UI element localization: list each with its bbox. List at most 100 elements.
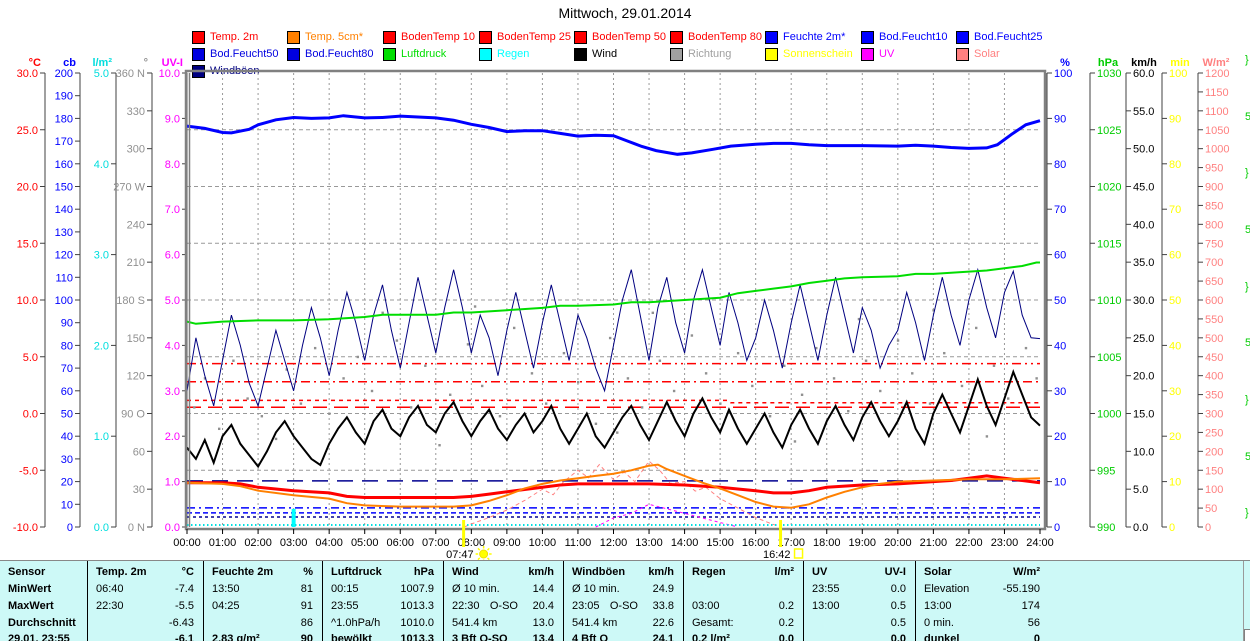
direction-dot [1024, 346, 1028, 350]
legend-label: Solar [974, 48, 1000, 60]
table-cell-mid: O-SO [609, 600, 638, 612]
table-cell-value: 24.1 [652, 633, 674, 641]
clipped-axis-fragment: } [1245, 507, 1249, 519]
table-cell-info: 13:00 [812, 600, 840, 612]
table-cell-value: 20.4 [532, 600, 554, 612]
axis-tick-label-cb: 30 [61, 454, 73, 466]
axis-tick-label-degc: 20.0 [17, 182, 38, 194]
axis-tick-label-deg: 60 [133, 446, 145, 458]
table-cell-value: 1010.0 [400, 617, 434, 629]
legend-color-swatch [765, 47, 778, 61]
legend-item-temp-5cm-: Temp. 5cm* [287, 30, 363, 44]
axis-header-pct: % [1060, 57, 1070, 69]
axis-tick-label-lm2: 1.0 [94, 431, 109, 443]
axis-tick-label-hpa: 1005 [1097, 352, 1121, 364]
table-cell-value: 33.8 [652, 600, 674, 612]
axis-tick-label-degc: 15.0 [17, 238, 38, 250]
axis-tick-label-uvi: 4.0 [165, 340, 180, 352]
direction-dot [768, 415, 772, 418]
table-cell-value: 0.0 [778, 633, 794, 641]
table-cell-mid: O-SO [489, 600, 518, 612]
axis-tick-label-cb: 120 [55, 250, 73, 262]
legend-label: BodenTemp 25 [497, 31, 571, 43]
axis-tick-label-pct: 10 [1054, 477, 1066, 489]
table-cell-value: 0.5 [890, 617, 906, 629]
axis-tick-label-min: 50 [1169, 295, 1181, 307]
sunrise-sun-icon [475, 546, 492, 560]
axis-tick-label-cb: 0 [67, 522, 73, 534]
axis-tick-label-pct: 0 [1054, 522, 1060, 534]
table-cell-value: 0.0 [890, 633, 906, 641]
axis-tick-label-lm2: 2.0 [94, 340, 109, 352]
legend-item-bodentemp-10: BodenTemp 10 [383, 30, 475, 44]
x-axis-label: 00:00 [173, 537, 201, 549]
direction-dot [932, 309, 935, 312]
table-column-unit: % [303, 566, 313, 578]
direction-dot [381, 311, 384, 315]
table-cell-value: 13.0 [532, 617, 554, 629]
table-cell-info: 22:30 [452, 600, 480, 612]
axis-tick-label-degc: 0.0 [23, 409, 38, 421]
direction-dot [651, 311, 654, 315]
axis-tick-label-uvi: 7.0 [165, 204, 180, 216]
table-cell-value: 81 [300, 583, 313, 595]
direction-dot [409, 406, 413, 409]
direction-dot [544, 402, 548, 405]
legend-item-luftdruck: Luftdruck [383, 47, 446, 61]
axis-tick-label-wm2: 900 [1205, 182, 1223, 194]
axis-tick-label-wm2: 150 [1205, 465, 1223, 477]
table-cell-value: 56 [1027, 617, 1040, 629]
table-column-separator [203, 561, 204, 641]
x-axis-label: 22:00 [955, 537, 983, 549]
legend-item-bodentemp-25: BodenTemp 25 [479, 30, 571, 44]
legend-color-swatch [574, 47, 587, 61]
series-temp-2m [187, 474, 1041, 499]
direction-dot [328, 412, 331, 415]
table-cell-value: 91 [300, 600, 313, 612]
axis-tick-label-min: 80 [1169, 159, 1181, 171]
direction-dot [512, 326, 516, 330]
axis-header-deg: ° [144, 57, 148, 69]
direction-dot [928, 402, 932, 405]
axis-tick-label-cb: 200 [55, 68, 73, 80]
table-column-separator [87, 561, 88, 641]
axis-header-wm2: W/m² [1203, 57, 1230, 69]
legend-label: Temp. 5cm* [305, 31, 364, 43]
table-cell-value: 14.4 [532, 583, 554, 595]
direction-dot [992, 364, 996, 367]
direction-dot [736, 351, 740, 355]
axis-tick-label-kmh: 0.0 [1133, 522, 1148, 534]
legend-label: BodenTemp 80 [688, 31, 762, 43]
direction-dot [800, 393, 804, 396]
axis-tick-label-wm2: 500 [1205, 333, 1223, 345]
legend-item-bod-feucht80: Bod.Feucht80 [287, 47, 374, 61]
axis-tick-label-wm2: 1200 [1205, 68, 1229, 80]
legend-item-richtung: Richtung [670, 47, 731, 61]
x-axis-label: 23:00 [991, 537, 1019, 549]
table-cell-value: 1013.3 [400, 600, 434, 612]
table-cell-value: -7.4 [175, 583, 194, 595]
direction-dot [203, 377, 207, 380]
table-column-unit: UV-I [884, 566, 906, 578]
table-column-unit: W/m² [1013, 566, 1040, 578]
sun-ray [477, 557, 481, 560]
axis-tick-label-lm2: 5.0 [94, 68, 109, 80]
table-cell-info: 04:25 [212, 600, 240, 612]
axis-tick-label-wm2: 600 [1205, 295, 1223, 307]
direction-dot [498, 415, 502, 418]
x-axis-label: 18:00 [813, 537, 841, 549]
axis-tick-label-cb: 110 [55, 272, 73, 284]
table-cell-value: 13.4 [532, 633, 554, 641]
legend-item-uv: UV [861, 47, 894, 61]
axis-tick-label-lm2: 3.0 [94, 250, 109, 262]
axis-tick-label-wm2: 300 [1205, 409, 1223, 421]
direction-dot [960, 384, 964, 388]
axis-tick-label-uvi: 1.0 [165, 477, 180, 489]
table-cell-info: 13:50 [212, 583, 240, 595]
table-cell-info: 23:55 [812, 583, 840, 595]
legend-color-swatch [670, 47, 683, 61]
axis-tick-label-wm2: 0 [1205, 522, 1211, 534]
axis-header-hpa: hPa [1098, 57, 1119, 69]
axis-tick-label-cb: 180 [55, 113, 73, 125]
direction-dot [274, 437, 278, 441]
